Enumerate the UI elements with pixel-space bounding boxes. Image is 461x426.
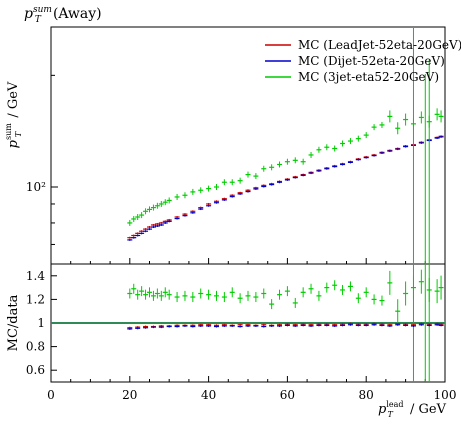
legend-label-1: MC (Dijet-52eta-20GeV) xyxy=(298,54,445,68)
x-tick-label: 80 xyxy=(359,388,374,402)
ratio-ticks: 0.6 0.8 1 1.2 1.4 xyxy=(26,269,57,377)
x-tick-label: 40 xyxy=(201,388,216,402)
ratio-y-tick-label: 1.2 xyxy=(26,292,45,306)
ratio-series-group xyxy=(127,269,444,330)
x-tick-label: 60 xyxy=(280,388,295,402)
main-title: psum T (Away) xyxy=(24,5,102,25)
ratio-y-axis-label: MC/data xyxy=(6,294,21,351)
ratio-y-tick-label: 1 xyxy=(37,316,45,330)
legend: MC (LeadJet-52eta-20GeV) MC (Dijet-52eta… xyxy=(265,38,461,84)
legend-label-0: MC (LeadJet-52eta-20GeV) xyxy=(298,38,461,52)
main-ticks: 10² xyxy=(26,74,58,245)
x-axis-label: plead T / GeV xyxy=(378,400,447,419)
x-axis-ticks: 0 20 40 60 80 100 xyxy=(47,258,456,402)
main-y-axis-label: psumT / GeV xyxy=(4,81,23,148)
x-tick-label: 20 xyxy=(122,388,137,402)
main-series-group xyxy=(127,28,444,382)
legend-label-2: MC (3jet-eta52-20GeV) xyxy=(298,70,439,84)
ratio-y-tick-label: 0.6 xyxy=(26,363,45,377)
x-tick-label: 100 xyxy=(434,388,457,402)
ratio-y-tick-label: 1.4 xyxy=(26,269,45,283)
x-tick-label: 0 xyxy=(47,388,55,402)
ratio-y-tick-label: 0.8 xyxy=(26,340,45,354)
main-y-tick-label: 10² xyxy=(26,180,46,194)
